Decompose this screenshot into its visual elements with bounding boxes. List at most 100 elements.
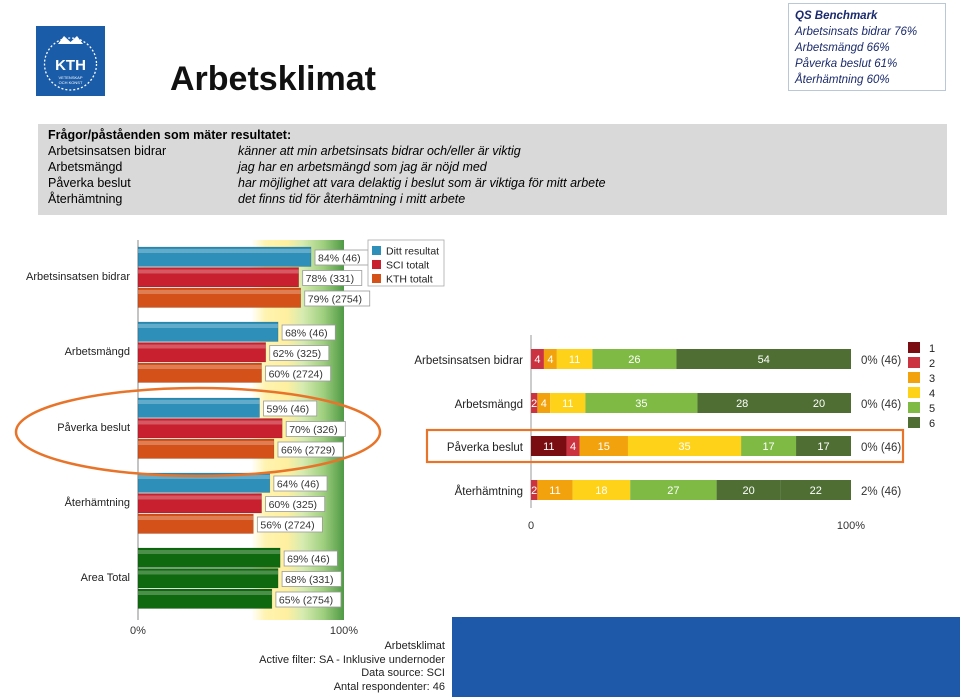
stacked-segment (537, 393, 551, 413)
footer-line: Arbetsklimat (384, 640, 445, 652)
bar (137, 321, 279, 342)
definitions-panel: Frågor/påståenden som mäter resultatet: … (38, 124, 947, 215)
highlight-box (425, 428, 905, 464)
svg-text:VETENSKAP: VETENSKAP (58, 75, 82, 80)
bar-highlight (138, 269, 299, 274)
benchmark-heading: QS Benchmark (795, 10, 878, 22)
svg-text:OCH KONST: OCH KONST (59, 80, 83, 85)
data-label: 60% (2724) (269, 369, 323, 381)
bar (137, 547, 281, 568)
segment-label: 11 (569, 354, 580, 366)
bar-highlight (138, 591, 272, 595)
bar (137, 588, 273, 609)
definition-text: känner att min arbetsinsats bidrar och/e… (238, 144, 521, 158)
benchmark-line: Arbetsmängd 66% (795, 42, 890, 54)
segment-label: 11 (549, 485, 560, 497)
category-label: Återhämtning (455, 485, 523, 498)
missing-label: 0% (46) (861, 355, 901, 367)
legend-swatch (908, 402, 920, 413)
definition-row: Påverka beslut har möjlighet att vara de… (48, 175, 937, 191)
data-label: 70% (326) (289, 424, 337, 436)
data-label-box (281, 571, 342, 587)
bar (137, 397, 260, 418)
bar-highlight (138, 495, 262, 500)
segment-label: 17 (817, 441, 829, 453)
data-label: 60% (325) (269, 499, 317, 511)
stacked-segment (572, 480, 631, 500)
segment-label: 26 (628, 354, 640, 366)
data-label: 59% (46) (267, 404, 310, 416)
definition-row: Arbetsinsatsen bidrar känner att min arb… (48, 143, 937, 159)
legend-swatch (908, 357, 920, 368)
bar-highlight (138, 324, 279, 328)
legend-swatch (372, 246, 381, 255)
data-label-box (256, 516, 323, 533)
legend-label: 1 (929, 343, 935, 355)
data-label: 79% (2754) (308, 294, 362, 306)
bar-highlight (138, 365, 262, 369)
legend-label: 5 (929, 403, 935, 415)
data-label-box (265, 496, 326, 512)
stacked-segment (716, 480, 781, 500)
legend-label: 2 (929, 358, 935, 370)
stacked-segment (550, 393, 586, 413)
definitions-heading: Frågor/påståenden som mäter resultatet: (48, 128, 292, 142)
stacked-segment (585, 393, 698, 413)
segment-label: 15 (598, 441, 610, 453)
footer-line: Active filter: SA - Inklusive undernoder (259, 653, 445, 666)
stacked-segment (543, 349, 557, 369)
definition-key: Arbetsmängd (48, 160, 123, 174)
data-label-box (304, 290, 371, 307)
benchmark-line: Påverka beslut 61% (795, 58, 898, 70)
segment-label: 20 (813, 398, 825, 410)
data-label-box (269, 345, 330, 361)
data-label: 68% (331) (285, 574, 333, 586)
stacked-segment (566, 436, 580, 456)
page-title: Arbetsklimat (170, 60, 376, 98)
x-tick-label: 100% (837, 520, 865, 532)
missing-label: 2% (46) (861, 486, 901, 498)
stacked-segment (592, 349, 677, 369)
data-label-box (275, 591, 342, 608)
stacked-segment (556, 349, 593, 369)
distribution-stacked-chart: Arbetsinsatsen bidrar 4 4 11 26 54 0% (46)Arbe… (414, 335, 935, 532)
segment-label: 22 (810, 485, 822, 497)
benchmark-line: Arbetsinsats bidrar 76% (795, 26, 918, 38)
legend-swatch (908, 372, 920, 383)
bar (137, 362, 262, 383)
legend-label: 4 (929, 388, 935, 400)
bar (137, 267, 299, 288)
bar-highlight (138, 249, 312, 253)
data-label: 68% (46) (285, 328, 328, 340)
stacked-segment (627, 436, 742, 456)
data-label: 78% (331) (306, 273, 354, 285)
legend-swatch (908, 417, 920, 428)
bar (137, 342, 266, 363)
legend-label: 6 (929, 418, 935, 430)
segment-label: 4 (534, 354, 540, 366)
definition-key: Återhämtning (48, 192, 123, 206)
bar-highlight (138, 290, 301, 294)
segment-label: 4 (570, 441, 576, 453)
stacked-segment (531, 349, 544, 369)
data-label-box (281, 324, 336, 341)
segment-label: 20 (742, 485, 754, 497)
legend-label: Ditt resultat (386, 246, 439, 258)
data-label: 69% (46) (287, 554, 330, 566)
stacked-segment (579, 436, 628, 456)
bar (137, 418, 283, 439)
segment-label: 2 (531, 398, 537, 410)
bar-highlight (138, 550, 281, 554)
stacked-segment (630, 480, 717, 500)
missing-label: 0% (46) (861, 399, 901, 411)
stacked-segment (531, 393, 538, 413)
footer-panel (452, 617, 960, 697)
legend-swatch (372, 274, 381, 283)
bar-highlight (138, 344, 266, 349)
category-label: Påverka beslut (57, 422, 130, 434)
category-label: Påverka beslut (447, 442, 524, 454)
bar (137, 438, 275, 459)
legend-swatch (372, 260, 381, 269)
footer-line: Data source: SCI (361, 667, 445, 679)
bar-highlight (138, 516, 254, 520)
